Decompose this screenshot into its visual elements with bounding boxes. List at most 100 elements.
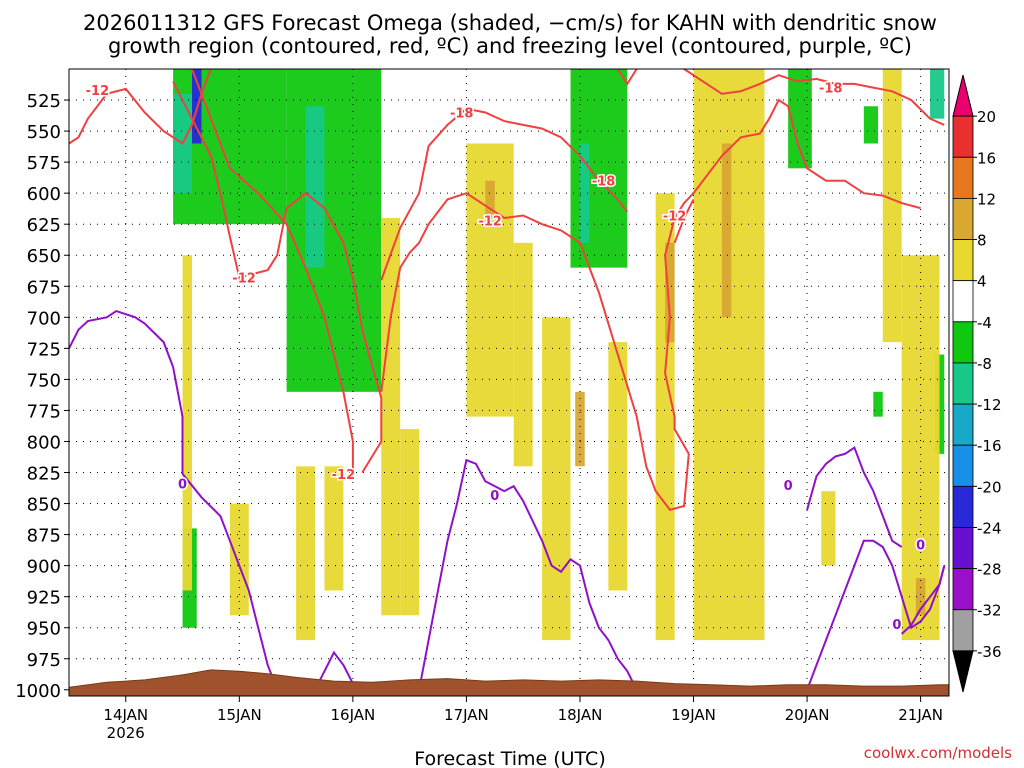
- freezing-level-contour-line: [806, 446, 903, 548]
- terrain-fill: [68, 669, 950, 697]
- colorbar-segment: [952, 485, 974, 528]
- omega-shade-cell: [305, 106, 325, 268]
- pressure-tick-label: 650: [27, 246, 61, 267]
- dgz-contour-line: [191, 68, 354, 474]
- omega-shade-cell: [915, 578, 926, 616]
- chart-title-line1: 2026011312 GFS Forecast Omega (shaded, −…: [83, 11, 937, 35]
- colorbar-segment: [952, 527, 974, 570]
- omega-shade-cell: [882, 69, 902, 343]
- freezing-level-contour-label: 0: [178, 478, 187, 493]
- colorbar-label: -24: [977, 519, 1002, 537]
- omega-shade-cell: [575, 391, 585, 467]
- omega-shade-cell: [788, 69, 812, 169]
- freezing-level-contour-line: [418, 458, 638, 691]
- freezing-level-contour-line: [68, 310, 279, 691]
- freezing-level-contour-line: [314, 650, 354, 691]
- pressure-tick-label: 575: [27, 153, 61, 174]
- dgz-contour-line: [380, 107, 629, 281]
- freezing-level-contour-label: 0: [490, 489, 499, 504]
- dgz-contour-label: -12: [332, 468, 356, 483]
- pressure-tick-label: 850: [27, 495, 61, 516]
- omega-shade-cell: [665, 242, 675, 343]
- colorbar-label: -8: [977, 355, 992, 373]
- dgz-contour-label: -12: [86, 84, 110, 99]
- pressure-tick-label: 950: [27, 619, 61, 640]
- omega-shade-cell: [579, 143, 590, 243]
- time-tick-label: 20JAN: [785, 706, 830, 724]
- pressure-tick-label: 900: [27, 557, 61, 578]
- pressure-tick-label: 750: [27, 370, 61, 391]
- colorbar-label: -36: [977, 643, 1002, 661]
- dgz-contour-line: [673, 198, 695, 244]
- omega-shade-cell: [873, 391, 883, 417]
- colorbar-label: -20: [977, 478, 1002, 496]
- time-tick-label: 19JAN: [671, 706, 716, 724]
- freezing-level-contour-label: 0: [490, 489, 499, 504]
- colorbar-triangle-top: [952, 74, 974, 117]
- omega-shade-cell: [485, 180, 495, 218]
- omega-shade-cell: [542, 317, 571, 641]
- omega-shade-cell: [513, 242, 533, 467]
- time-tick-label: 21JAN: [898, 706, 943, 724]
- freezing-level-contour-line: [806, 539, 946, 691]
- omega-shade-cell: [381, 217, 401, 616]
- colorbar-label: 12: [977, 190, 996, 208]
- freezing-level-contour-line: [901, 565, 946, 635]
- colorbar-segment: [952, 609, 974, 652]
- omega-shade-cell: [930, 69, 945, 119]
- dgz-contour-label: -18: [592, 175, 616, 190]
- pressure-tick-label: 775: [27, 401, 61, 422]
- time-tick-label: 14JAN: [103, 706, 148, 724]
- dgz-contour-label: -12: [232, 272, 256, 287]
- omega-shade-cell: [570, 69, 628, 268]
- freezing-level-contour-label: 0: [916, 539, 925, 554]
- colorbar-segment: [952, 444, 974, 487]
- pressure-tick-label: 725: [27, 339, 61, 360]
- colorbar-label: 8: [977, 232, 987, 250]
- dgz-contour-line: [68, 68, 212, 145]
- omega-shade-cell: [296, 466, 316, 641]
- omega-shade-cell: [608, 342, 628, 591]
- colorbar-segment: [952, 280, 974, 323]
- plot-frame: [68, 68, 950, 697]
- time-tick-sublabel: 2026: [107, 724, 145, 742]
- pressure-tick-label: 525: [27, 91, 61, 112]
- pressure-tick-label: 925: [27, 588, 61, 609]
- dgz-contour-line: [683, 68, 945, 126]
- omega-shade-cell: [821, 491, 836, 566]
- omega-shade-cell: [324, 466, 344, 591]
- colorbar-label: -28: [977, 561, 1002, 579]
- colorbar-segment: [952, 403, 974, 446]
- pressure-tick-label: 800: [27, 432, 61, 453]
- time-tick-label: 16JAN: [331, 706, 376, 724]
- pressure-tick-label: 675: [27, 277, 61, 298]
- colorbar-label: -32: [977, 602, 1002, 620]
- dgz-contour-label: -12: [663, 210, 687, 225]
- dgz-contour-label: -18: [819, 82, 843, 97]
- watermark: coolwx.com/models: [864, 744, 1012, 762]
- colorbar-segment: [952, 568, 974, 611]
- pressure-tick-label: 550: [27, 122, 61, 143]
- colorbar-segment: [952, 156, 974, 199]
- colorbar-triangle-bottom: [952, 650, 974, 693]
- colorbar-segment: [952, 115, 974, 158]
- x-axis-title: Forecast Time (UTC): [414, 748, 605, 768]
- dgz-contour-line: [380, 98, 921, 511]
- omega-shade-cell: [721, 143, 732, 318]
- colorbar-segment: [952, 321, 974, 364]
- omega-shade-cell: [182, 255, 193, 591]
- colorbar-label: 16: [977, 149, 996, 167]
- pressure-tick-label: 1000: [15, 681, 61, 702]
- colorbar-label: -16: [977, 437, 1002, 455]
- dgz-contour-line: [616, 68, 638, 86]
- pressure-tick-label: 625: [27, 215, 61, 236]
- colorbar-segment: [952, 239, 974, 282]
- time-tick-label: 18JAN: [558, 706, 603, 724]
- pressure-tick-label: 700: [27, 308, 61, 329]
- dgz-contour-label: -12: [478, 214, 502, 229]
- colorbar-label: 20: [977, 108, 996, 126]
- pressure-tick-label: 875: [27, 526, 61, 547]
- pressure-tick-label: 825: [27, 464, 61, 485]
- dgz-contour-label: -18: [450, 106, 474, 121]
